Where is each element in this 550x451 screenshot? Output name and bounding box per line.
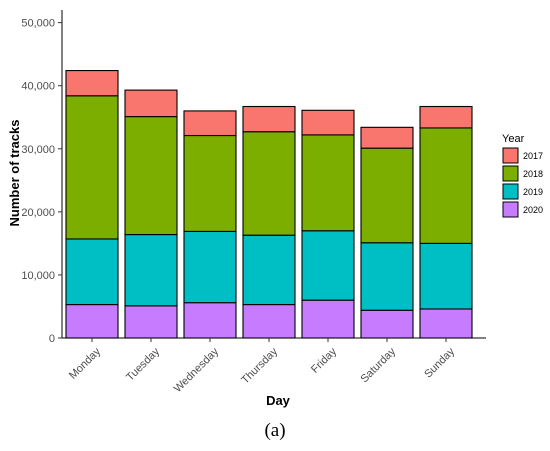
y-tick-label: 40,000: [21, 81, 55, 93]
bar-thursday-2017: [242, 105, 296, 133]
bar-friday-2020: [301, 299, 355, 339]
y-tick-label: 0: [49, 333, 55, 345]
stacked-bar-chart: 0 10,000 20,000 30,000 40,000 50,000 Monday Tu…: [7, 10, 543, 408]
bar-stack-saturday: [360, 126, 414, 339]
y-axis-title: Number of tracks: [7, 120, 22, 227]
bar-monday-2017: [65, 70, 119, 97]
x-axis-ticks: Monday Tuesday Wednesday Thursday Friday Satu…: [67, 338, 457, 395]
bar-stack-friday: [301, 109, 355, 339]
bar-monday-2019: [65, 238, 119, 306]
x-tick-label: Monday: [67, 345, 104, 382]
bars-layer: [65, 70, 473, 339]
bar-stack-tuesday: [124, 89, 178, 339]
bar-sunday-2020: [419, 308, 473, 339]
legend-label-2020: 2020: [523, 205, 543, 215]
x-tick-label: Saturday: [359, 345, 399, 385]
bar-friday-2017: [301, 109, 355, 136]
y-tick-label: 20,000: [21, 207, 55, 219]
bar-saturday-2020: [360, 309, 414, 339]
bar-tuesday-2018: [124, 116, 178, 236]
bar-thursday-2019: [242, 234, 296, 306]
bar-tuesday-2019: [124, 234, 178, 307]
legend-label-2018: 2018: [523, 169, 543, 179]
y-tick-label: 30,000: [21, 144, 55, 156]
x-tick-label: Tuesday: [124, 345, 162, 383]
y-tick-label: 50,000: [21, 18, 55, 30]
x-tick-label: Friday: [309, 345, 339, 375]
legend-key-2018: [502, 165, 519, 182]
bar-thursday-2020: [242, 304, 296, 339]
legend-title: Year: [502, 133, 525, 145]
x-tick-label: Wednesday: [172, 345, 222, 395]
bar-sunday-2018: [419, 127, 473, 244]
x-tick-label: Thursday: [239, 345, 280, 386]
bar-wednesday-2017: [183, 110, 237, 137]
legend-key-2019: [502, 183, 519, 200]
bar-wednesday-2019: [183, 230, 237, 304]
x-axis-title: Day: [266, 393, 291, 408]
bar-stack-monday: [65, 70, 119, 339]
bar-monday-2018: [65, 95, 119, 240]
bar-stack-thursday: [242, 105, 296, 339]
legend-label-2017: 2017: [523, 151, 543, 161]
bar-saturday-2017: [360, 126, 414, 149]
bar-friday-2018: [301, 134, 355, 232]
x-tick-label: Sunday: [422, 345, 457, 380]
bar-saturday-2018: [360, 147, 414, 244]
bar-sunday-2017: [419, 105, 473, 129]
bar-sunday-2019: [419, 242, 473, 310]
bar-stack-wednesday: [183, 110, 237, 339]
bar-tuesday-2020: [124, 305, 178, 339]
bar-saturday-2019: [360, 242, 414, 311]
bar-thursday-2018: [242, 131, 296, 236]
bar-tuesday-2017: [124, 89, 178, 118]
legend-key-2020: [502, 201, 519, 218]
bar-monday-2020: [65, 304, 119, 339]
y-axis-ticks: 0 10,000 20,000 30,000 40,000 50,000: [21, 18, 62, 345]
legend-label-2019: 2019: [523, 187, 543, 197]
y-tick-label: 10,000: [21, 270, 55, 282]
legend-key-2017: [502, 147, 519, 164]
bar-wednesday-2020: [183, 302, 237, 339]
bar-wednesday-2018: [183, 134, 237, 232]
bar-friday-2019: [301, 230, 355, 301]
figure-caption: (a): [264, 420, 286, 441]
legend: Year 2017 2018 2019 2020: [502, 133, 543, 218]
bar-stack-sunday: [419, 105, 473, 339]
